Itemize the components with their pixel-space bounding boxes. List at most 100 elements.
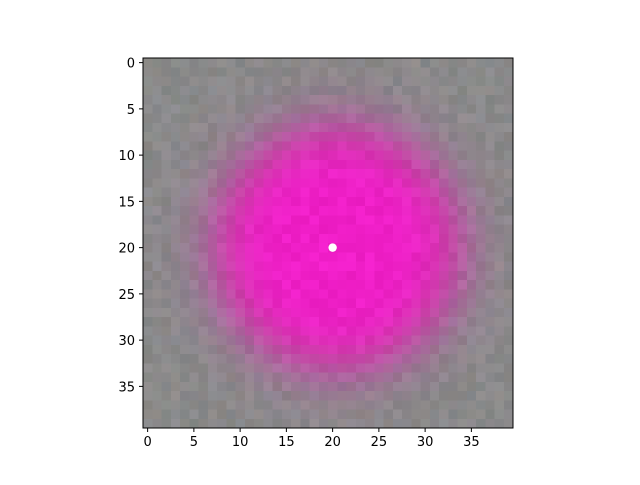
image-pixel [180, 409, 190, 420]
image-pixel [309, 298, 320, 309]
image-pixel [272, 141, 283, 151]
image-pixel [300, 224, 310, 235]
image-pixel [263, 104, 273, 114]
image-pixel [291, 270, 301, 281]
image-pixel [170, 104, 181, 114]
image-pixel [161, 354, 172, 364]
image-pixel [411, 159, 421, 170]
image-pixel [365, 354, 375, 364]
image-pixel [217, 113, 227, 124]
image-pixel [494, 243, 505, 253]
image-pixel [346, 196, 357, 207]
image-pixel [429, 363, 440, 373]
image-pixel [503, 178, 514, 188]
image-pixel [448, 381, 458, 392]
image-pixel [217, 418, 227, 429]
image-pixel [476, 317, 486, 327]
image-pixel [328, 252, 338, 262]
image-pixel [392, 67, 403, 77]
image-pixel [291, 372, 301, 383]
image-pixel [207, 409, 218, 420]
image-pixel [346, 270, 357, 281]
image-pixel [420, 95, 431, 105]
image-pixel [365, 289, 375, 299]
image-pixel [337, 381, 347, 392]
image-pixel [170, 418, 181, 429]
image-pixel [318, 141, 329, 151]
image-pixel [346, 252, 357, 262]
image-pixel [318, 326, 329, 336]
image-pixel [457, 307, 468, 318]
image-pixel [254, 326, 264, 336]
image-pixel [392, 196, 403, 207]
image-pixel [207, 335, 218, 346]
image-pixel [503, 391, 514, 401]
image-pixel [374, 317, 384, 327]
image-pixel [217, 363, 227, 373]
image-pixel [226, 67, 236, 77]
image-pixel [355, 289, 366, 299]
image-pixel [476, 400, 486, 410]
image-pixel [355, 344, 366, 355]
image-pixel [300, 391, 310, 401]
image-pixel [300, 187, 310, 198]
image-pixel [439, 344, 449, 355]
image-pixel [494, 159, 505, 170]
image-pixel [392, 243, 403, 253]
image-pixel [392, 354, 403, 364]
image-pixel [355, 391, 366, 401]
image-pixel [420, 289, 431, 299]
image-pixel [448, 270, 458, 281]
image-pixel [328, 289, 338, 299]
image-pixel [392, 178, 403, 188]
image-pixel [355, 400, 366, 410]
image-pixel [485, 252, 495, 262]
image-pixel [291, 233, 301, 244]
image-pixels [143, 58, 514, 429]
image-pixel [420, 243, 431, 253]
image-pixel [198, 372, 209, 383]
image-pixel [226, 372, 236, 383]
image-pixel [402, 289, 412, 299]
image-pixel [263, 178, 273, 188]
image-pixel [494, 224, 505, 235]
image-pixel [374, 261, 384, 272]
image-pixel [383, 206, 394, 216]
image-pixel [189, 159, 199, 170]
image-pixel [494, 215, 505, 225]
image-pixel [328, 159, 338, 170]
image-pixel [402, 233, 412, 244]
image-pixel [207, 418, 218, 429]
image-pixel [198, 354, 209, 364]
image-pixel [143, 326, 153, 336]
image-pixel [217, 159, 227, 170]
image-pixel [355, 335, 366, 346]
image-pixel [217, 409, 227, 420]
image-pixel [207, 224, 218, 235]
image-pixel [318, 344, 329, 355]
image-pixel [170, 298, 181, 309]
image-pixel [439, 400, 449, 410]
image-pixel [411, 104, 421, 114]
image-pixel [429, 409, 440, 420]
image-pixel [448, 280, 458, 290]
image-pixel [494, 122, 505, 133]
image-pixel [217, 178, 227, 188]
image-pixel [318, 187, 329, 198]
image-pixel [485, 206, 495, 216]
image-pixel [235, 215, 246, 225]
image-pixel [346, 363, 357, 373]
image-pixel [494, 280, 505, 290]
image-pixel [189, 354, 199, 364]
image-pixel [328, 381, 338, 392]
image-pixel [291, 113, 301, 124]
image-pixel [485, 85, 495, 96]
image-pixel [503, 400, 514, 410]
image-pixel [402, 104, 412, 114]
image-pixel [374, 141, 384, 151]
image-pixel [170, 354, 181, 364]
image-pixel [439, 418, 449, 429]
image-pixel [281, 418, 292, 429]
